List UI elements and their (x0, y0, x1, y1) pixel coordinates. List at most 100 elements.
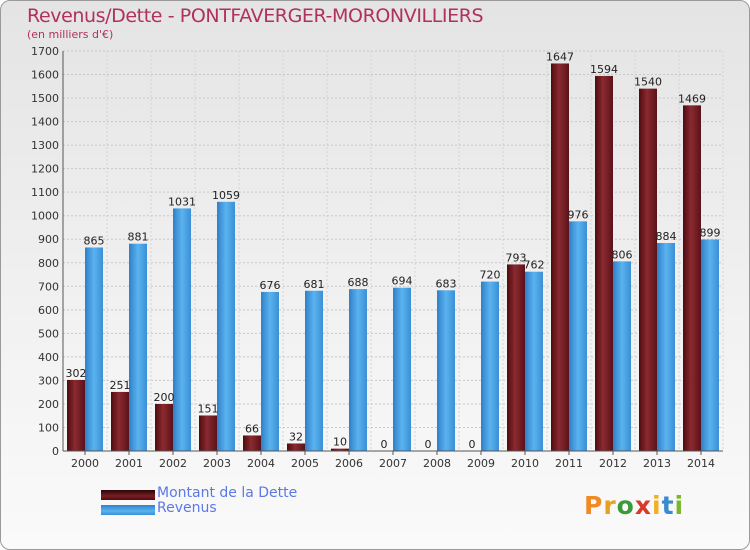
bar-dette-2005 (287, 443, 305, 451)
x-tick-label: 2012 (599, 457, 627, 470)
data-label-revenus: 683 (436, 277, 457, 290)
y-tick-label: 900 (38, 233, 59, 246)
bar-revenus-2007 (393, 287, 411, 451)
data-label-dette: 151 (198, 402, 219, 415)
y-tick-label: 0 (52, 445, 59, 458)
data-label-revenus: 865 (84, 234, 105, 247)
bar-dette-2014 (683, 105, 701, 452)
x-tick-label: 2000 (71, 457, 99, 470)
data-label-revenus: 881 (128, 231, 149, 244)
data-label-revenus: 1059 (212, 189, 240, 202)
data-label-dette: 251 (110, 379, 131, 392)
bar-dette-2000 (67, 379, 85, 451)
logo-letter: i (674, 491, 685, 520)
bar-revenus-2001 (129, 243, 147, 451)
x-tick-label: 2013 (643, 457, 671, 470)
logo-letter: t (661, 491, 675, 520)
x-tick-label: 2001 (115, 457, 143, 470)
data-label-revenus: 688 (348, 276, 369, 289)
proxiti-logo: Proxiti (584, 491, 684, 520)
data-label-dette: 0 (425, 438, 432, 451)
x-tick-label: 2007 (379, 457, 407, 470)
data-label-dette: 302 (66, 367, 87, 380)
bar-revenus-2002 (173, 208, 191, 451)
x-tick-label: 2006 (335, 457, 363, 470)
bar-dette-2001 (111, 391, 129, 451)
data-label-revenus: 762 (524, 259, 545, 272)
y-tick-label: 1400 (31, 116, 59, 129)
x-tick-label: 2009 (467, 457, 495, 470)
bar-revenus-2009 (481, 281, 499, 451)
bar-revenus-2013 (657, 243, 675, 451)
bar-revenus-2006 (349, 289, 367, 451)
data-label-revenus: 681 (304, 278, 325, 291)
y-tick-label: 1700 (31, 45, 59, 58)
legend-swatch-dette (101, 490, 155, 500)
data-label-dette: 10 (333, 436, 347, 449)
data-label-dette: 66 (245, 422, 259, 435)
bar-dette-2011 (551, 63, 569, 452)
y-tick-label: 1100 (31, 186, 59, 199)
y-tick-label: 600 (38, 304, 59, 317)
x-tick-label: 2010 (511, 457, 539, 470)
y-tick-label: 1000 (31, 210, 59, 223)
y-tick-label: 400 (38, 351, 59, 364)
y-tick-label: 700 (38, 280, 59, 293)
data-label-dette: 32 (289, 430, 303, 443)
bar-dette-2010 (507, 264, 525, 451)
data-label-revenus: 694 (392, 275, 413, 288)
legend-label-revenus: Revenus (157, 500, 217, 516)
y-tick-label: 500 (38, 327, 59, 340)
bar-revenus-2004 (261, 291, 279, 451)
bar-revenus-2011 (569, 221, 587, 451)
logo-letter: x (634, 491, 652, 520)
data-label-dette: 1594 (590, 63, 618, 76)
x-tick-label: 2002 (159, 457, 187, 470)
bar-revenus-2000 (85, 247, 103, 451)
bar-dette-2004 (243, 435, 261, 451)
bar-dette-2013 (639, 88, 657, 451)
bar-dette-2012 (595, 75, 613, 452)
x-tick-label: 2014 (687, 457, 715, 470)
chart-subtitle: (en milliers d'€) (27, 28, 114, 41)
x-tick-label: 2003 (203, 457, 231, 470)
legend-label-dette: Montant de la Dette (157, 485, 298, 501)
bar-revenus-2014 (701, 239, 719, 451)
x-tick-label: 2005 (291, 457, 319, 470)
data-label-dette: 0 (381, 438, 388, 451)
y-tick-label: 200 (38, 398, 59, 411)
bar-dette-2003 (199, 415, 217, 451)
x-tick-label: 2008 (423, 457, 451, 470)
bar-dette-2006 (331, 448, 349, 451)
logo-letter: o (616, 491, 635, 520)
logo-letter: P (584, 491, 604, 520)
data-label-dette: 793 (506, 251, 527, 264)
bar-dette-2002 (155, 403, 173, 451)
data-label-revenus: 676 (260, 279, 281, 292)
data-label-revenus: 899 (700, 226, 721, 239)
bar-revenus-2005 (305, 290, 323, 451)
data-label-revenus: 720 (480, 269, 501, 282)
y-tick-label: 100 (38, 421, 59, 434)
bar-revenus-2008 (437, 290, 455, 451)
data-label-revenus: 806 (612, 248, 633, 261)
logo-letter: i (652, 491, 662, 520)
x-tick-label: 2011 (555, 457, 583, 470)
bar-revenus-2003 (217, 201, 235, 451)
bar-revenus-2012 (613, 261, 631, 451)
data-label-dette: 1469 (678, 92, 706, 105)
data-label-dette: 200 (154, 391, 175, 404)
legend-swatch-revenus (101, 505, 155, 515)
y-tick-label: 1500 (31, 92, 59, 105)
y-tick-label: 1600 (31, 69, 59, 82)
x-tick-label: 2004 (247, 457, 275, 470)
logo-letter: r (603, 491, 617, 520)
data-label-revenus: 1031 (168, 195, 196, 208)
data-label-revenus: 976 (568, 208, 589, 221)
y-tick-label: 1200 (31, 163, 59, 176)
chart-title: Revenus/Dette - PONTFAVERGER-MORONVILLIE… (27, 5, 484, 27)
data-label-dette: 0 (469, 438, 476, 451)
data-label-dette: 1540 (634, 76, 662, 89)
